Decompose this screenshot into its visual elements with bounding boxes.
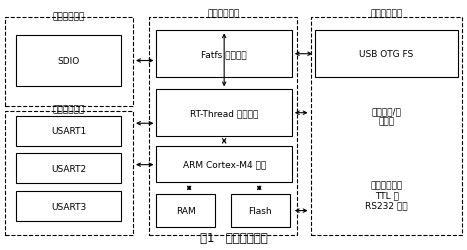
Text: 数据处理单元: 数据处理单元 [207, 10, 240, 19]
Bar [156, 31, 292, 78]
Bar [16, 191, 121, 221]
Text: 串口电平转换
TTL 转
RS232 电路: 串口电平转换 TTL 转 RS232 电路 [365, 180, 408, 210]
Bar [16, 154, 121, 184]
Bar [5, 18, 133, 106]
Text: 数据存储单元: 数据存储单元 [53, 12, 85, 21]
Text: USART1: USART1 [51, 127, 86, 136]
Text: RAM: RAM [176, 206, 196, 215]
Bar [311, 18, 462, 235]
Bar [315, 31, 458, 78]
Bar [5, 111, 133, 235]
Bar [149, 18, 297, 235]
Bar [231, 194, 290, 228]
Bar [156, 194, 215, 228]
Text: Flash: Flash [248, 206, 272, 215]
Text: USART2: USART2 [51, 164, 86, 173]
Text: 数据读取单元: 数据读取单元 [370, 10, 403, 19]
Text: RT-Thread 操作系统: RT-Thread 操作系统 [190, 109, 258, 118]
Bar [156, 90, 292, 136]
Bar [156, 146, 292, 182]
Text: USB OTG FS: USB OTG FS [359, 50, 414, 59]
Text: 图1   系统主体架构: 图1 系统主体架构 [199, 231, 268, 244]
Text: Fatfs 文件系统: Fatfs 文件系统 [201, 50, 247, 59]
Text: SDIO: SDIO [58, 57, 80, 66]
Text: 电池供电/稳
压电路: 电池供电/稳 压电路 [372, 106, 402, 126]
Text: ARM Cortex-M4 内核: ARM Cortex-M4 内核 [183, 160, 266, 169]
Bar [16, 36, 121, 86]
Bar [16, 116, 121, 146]
Text: 数据采集单元: 数据采集单元 [53, 105, 85, 114]
Text: USART3: USART3 [51, 202, 86, 211]
